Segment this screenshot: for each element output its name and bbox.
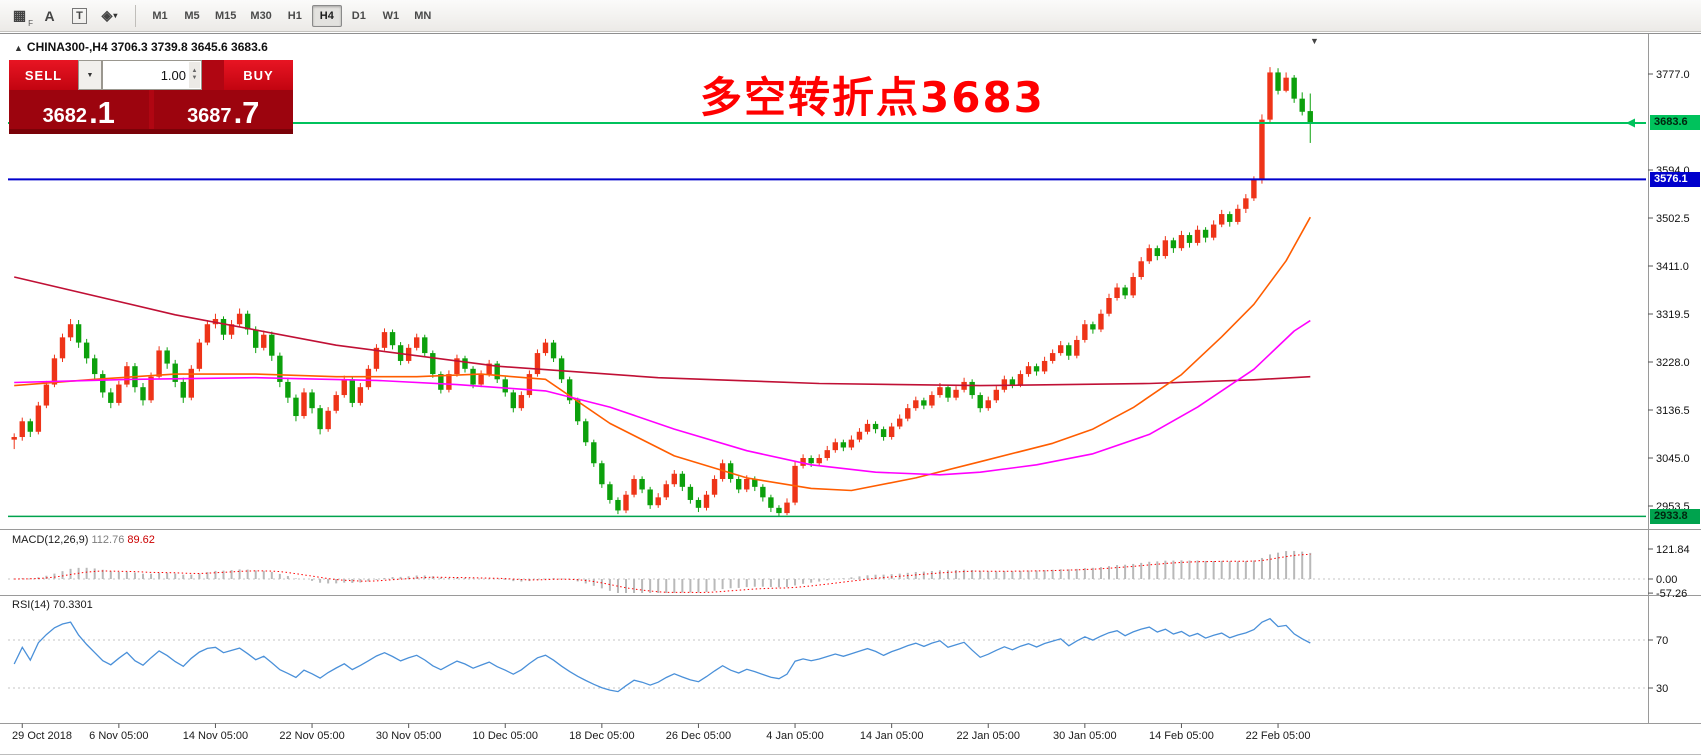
bid-price-int: 3682: [42, 105, 88, 127]
buy-button[interactable]: BUY: [224, 60, 293, 90]
price-axis-label: 3228.0: [1656, 357, 1690, 369]
timeframe-h4[interactable]: H4: [311, 4, 342, 27]
toolbar: ▦ F A T ◈ ▾ M1 M5 M15 M30 H1 H4 D1 W1 MN: [0, 0, 1701, 32]
drawing-tools-group: ▦ F A T ◈ ▾: [6, 4, 126, 28]
rsi-line: [13, 617, 1311, 693]
sell-button[interactable]: SELL: [9, 60, 78, 90]
macd-histogram: [21, 550, 1312, 593]
rsi-axis-label: 70: [1656, 635, 1668, 647]
macd-signal-value: 89.62: [127, 534, 155, 546]
bid-price-button[interactable]: 3682.1: [9, 90, 149, 129]
ask-price-int: 3687: [187, 105, 232, 127]
volume-dropdown-button[interactable]: ▼: [78, 60, 102, 90]
toolbar-separator: [135, 4, 136, 27]
chart-annotation-text[interactable]: 多空转折点3683: [700, 73, 1045, 122]
ma-slow-magenta: [14, 319, 1311, 476]
chart-title-text: CHINA300-,H4 3706.3 3739.8 3645.6 3683.6: [26, 40, 268, 54]
chart-grid-icon[interactable]: ▦ F: [12, 7, 33, 28]
macd-main-value: 112.76: [91, 534, 125, 546]
trade-panel-price-row: 3682.1 3687.7: [9, 90, 293, 129]
chevron-down-icon: ▼: [86, 71, 94, 79]
price-axis-label: 3411.0: [1656, 261, 1689, 273]
trade-panel-underline: [9, 129, 293, 134]
macd-label: MACD(12,26,9) 112.76 89.62: [12, 534, 155, 546]
rsi-label: RSI(14) 70.3301: [12, 599, 93, 611]
price-axis-label: 3045.0: [1656, 453, 1690, 465]
macd-axis-label: 0.00: [1656, 574, 1677, 586]
price-axis-label: 3319.5: [1656, 309, 1690, 321]
bid-price-pips: .1: [89, 94, 115, 130]
chart-shift-marker[interactable]: ▼: [1310, 36, 1319, 46]
hline-arrow-icon: [1626, 118, 1635, 128]
timeframe-h1[interactable]: H1: [287, 9, 302, 22]
text-annotation-icon[interactable]: A: [44, 7, 55, 24]
ma-long-crimson: [14, 276, 1311, 387]
ask-price-pips: .7: [233, 94, 260, 130]
spinner-up-icon: ▲: [191, 68, 198, 74]
chart-title: ▲ CHINA300-,H4 3706.3 3739.8 3645.6 3683.…: [14, 40, 268, 54]
rsi-axis-label: 30: [1656, 683, 1668, 695]
ask-price-button[interactable]: 3687.7: [153, 90, 293, 130]
macd-name: MACD(12,26,9): [12, 534, 89, 546]
timeframe-m1[interactable]: M1: [152, 9, 168, 22]
volume-field-wrap: ▲▼: [102, 60, 202, 90]
candles-layer: [11, 67, 1313, 517]
volume-input[interactable]: [103, 61, 201, 89]
trade-panel-gap: [202, 60, 224, 90]
shapes-tool-icon[interactable]: ◈ ▾: [101, 7, 118, 23]
price-axis-label: 2953.5: [1656, 501, 1690, 513]
timeframe-m15[interactable]: M15: [215, 9, 237, 22]
timeframe-m5[interactable]: M5: [184, 9, 200, 22]
ma-mid-orange: [14, 216, 1311, 492]
macd-signal-line: [14, 553, 1311, 594]
chart-icon: ▲: [14, 43, 23, 53]
one-click-trade-panel: SELL ▼ ▲▼ BUY 3682.1 3687.7: [9, 60, 293, 134]
text-box-tool-icon[interactable]: T: [66, 4, 93, 28]
price-axis-label: 3777.0: [1656, 69, 1690, 81]
price-axis-label: 3594.0: [1656, 165, 1690, 177]
timeframe-d1[interactable]: D1: [351, 9, 366, 22]
spinner-down-icon: ▼: [191, 75, 198, 81]
timeframe-buttons-group: M1 M5 M15 M30 H1 H4 D1 W1 MN: [145, 4, 438, 27]
timeframe-mn[interactable]: MN: [414, 9, 432, 22]
timeframe-w1[interactable]: W1: [382, 9, 400, 22]
volume-spinner[interactable]: ▲ ▼: [189, 62, 200, 88]
macd-axis-label: 121.84: [1656, 544, 1690, 556]
rsi-value: 70.3301: [52, 599, 93, 611]
trade-panel-top-row: SELL ▼ ▲▼ BUY: [9, 60, 293, 90]
rsi-name: RSI(14): [12, 599, 50, 611]
price-axis-label: 3136.5: [1656, 405, 1690, 417]
timeframe-m30[interactable]: M30: [250, 9, 272, 22]
macd-axis-label: -57.26: [1656, 588, 1687, 600]
price-axis-label: 3502.5: [1656, 213, 1690, 225]
